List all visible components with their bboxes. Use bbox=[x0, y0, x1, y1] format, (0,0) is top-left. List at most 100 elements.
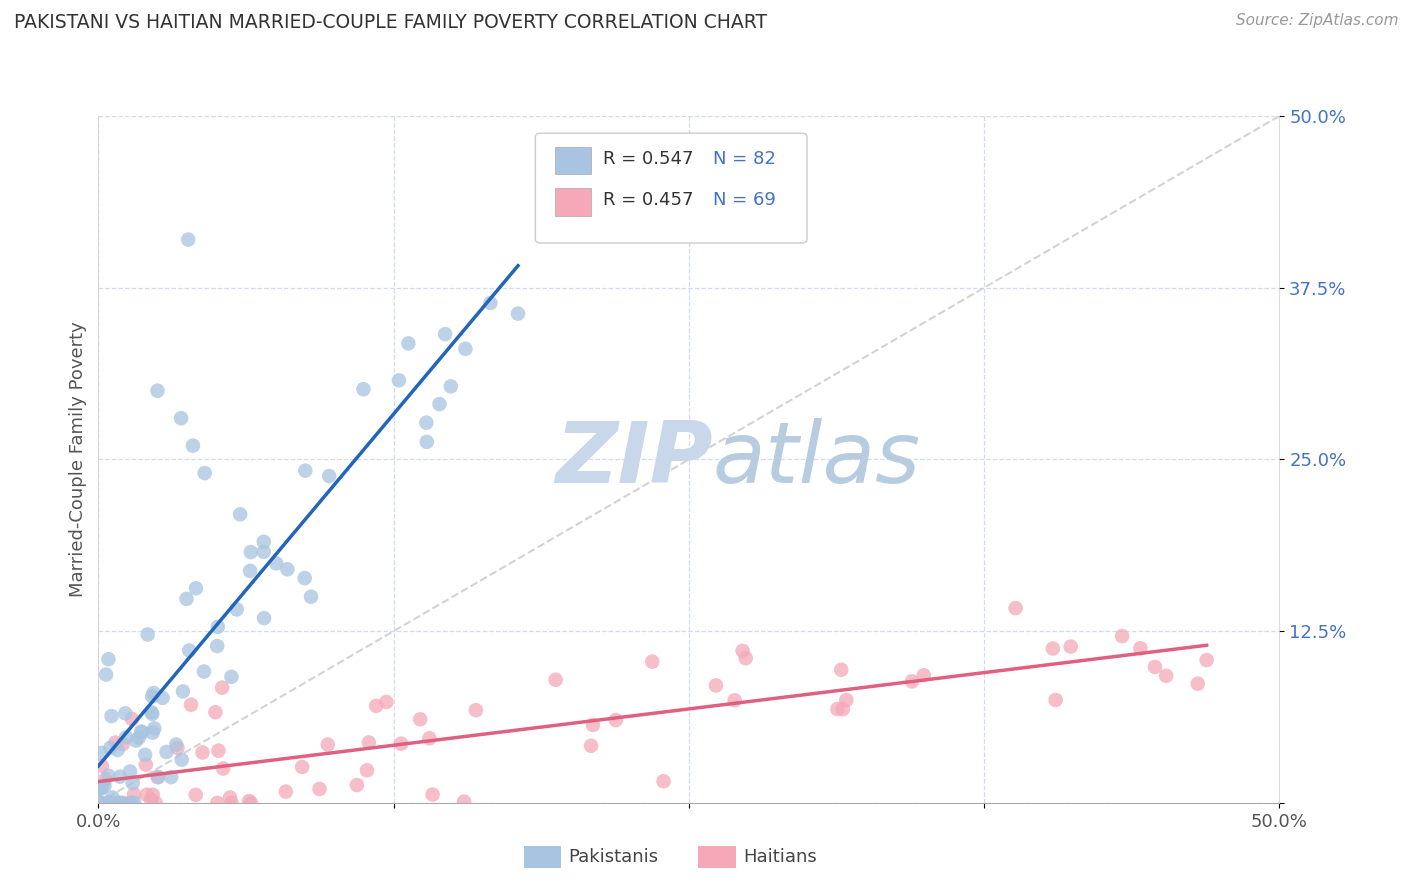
Point bbox=[239, 564, 262, 578]
Text: atlas: atlas bbox=[713, 417, 921, 501]
Point bbox=[453, 795, 475, 809]
FancyBboxPatch shape bbox=[536, 133, 807, 243]
Point bbox=[98, 796, 121, 810]
Point bbox=[111, 737, 134, 751]
Point bbox=[1060, 640, 1083, 654]
Point bbox=[177, 233, 200, 247]
Point bbox=[212, 762, 235, 776]
Point bbox=[146, 770, 169, 784]
Point bbox=[221, 670, 243, 684]
Point bbox=[181, 439, 204, 453]
Point bbox=[176, 591, 198, 606]
Point bbox=[356, 764, 378, 778]
Point bbox=[134, 747, 156, 762]
Point bbox=[148, 770, 170, 784]
Point bbox=[90, 759, 112, 773]
Point bbox=[179, 643, 201, 657]
Point bbox=[94, 667, 117, 681]
Point bbox=[90, 781, 112, 796]
Point bbox=[97, 769, 120, 783]
Point bbox=[87, 796, 110, 810]
Point bbox=[170, 411, 193, 425]
Point bbox=[388, 373, 411, 387]
Point bbox=[180, 698, 202, 712]
Point bbox=[165, 738, 187, 752]
Point bbox=[120, 764, 142, 779]
Text: Source: ZipAtlas.com: Source: ZipAtlas.com bbox=[1236, 13, 1399, 29]
Point bbox=[121, 796, 143, 810]
Point bbox=[1111, 629, 1133, 643]
Point bbox=[294, 571, 316, 585]
Point bbox=[184, 788, 207, 802]
Point bbox=[276, 562, 298, 576]
FancyBboxPatch shape bbox=[555, 188, 591, 216]
Y-axis label: Married-Couple Family Poverty: Married-Couple Family Poverty bbox=[69, 321, 87, 598]
Point bbox=[152, 690, 174, 705]
Point bbox=[211, 681, 233, 695]
Point bbox=[110, 796, 132, 810]
Point bbox=[135, 757, 157, 772]
Point bbox=[375, 695, 398, 709]
FancyBboxPatch shape bbox=[523, 847, 561, 868]
Point bbox=[146, 384, 169, 398]
Point bbox=[207, 744, 229, 758]
Point bbox=[94, 772, 117, 787]
Point bbox=[724, 693, 747, 707]
Point bbox=[422, 788, 444, 802]
Point bbox=[1154, 669, 1177, 683]
Point bbox=[129, 724, 152, 739]
Point bbox=[141, 705, 163, 719]
Point bbox=[264, 557, 287, 571]
Point bbox=[100, 796, 122, 810]
FancyBboxPatch shape bbox=[699, 847, 737, 868]
Point bbox=[389, 737, 412, 751]
Point bbox=[294, 464, 316, 478]
Point bbox=[416, 434, 439, 449]
Text: Pakistanis: Pakistanis bbox=[568, 848, 658, 866]
Point bbox=[308, 782, 330, 797]
Point bbox=[125, 733, 148, 747]
Point bbox=[108, 770, 131, 784]
Point bbox=[219, 790, 242, 805]
Text: ZIP: ZIP bbox=[555, 417, 713, 501]
Point bbox=[225, 602, 247, 616]
Point bbox=[1195, 653, 1218, 667]
Point bbox=[142, 686, 165, 700]
Point bbox=[434, 327, 457, 342]
Text: PAKISTANI VS HAITIAN MARRIED-COUPLE FAMILY POVERTY CORRELATION CHART: PAKISTANI VS HAITIAN MARRIED-COUPLE FAMI… bbox=[14, 13, 768, 32]
Point bbox=[239, 545, 262, 559]
Point bbox=[652, 774, 675, 789]
Point bbox=[827, 702, 849, 716]
Point bbox=[316, 738, 339, 752]
Point bbox=[89, 796, 111, 810]
Point bbox=[97, 652, 120, 666]
Point bbox=[139, 792, 162, 806]
Point bbox=[160, 770, 183, 784]
Point bbox=[114, 706, 136, 721]
Point bbox=[579, 739, 602, 753]
Point bbox=[253, 534, 276, 549]
Point bbox=[912, 668, 935, 682]
Point bbox=[352, 382, 374, 396]
Point bbox=[107, 796, 129, 810]
Point bbox=[1042, 641, 1064, 656]
Point bbox=[93, 779, 115, 793]
Point bbox=[704, 678, 727, 692]
Point bbox=[128, 731, 150, 745]
Point bbox=[91, 780, 114, 794]
Point bbox=[155, 745, 177, 759]
Point bbox=[194, 466, 217, 480]
Point bbox=[141, 690, 163, 704]
Point bbox=[409, 712, 432, 726]
Point bbox=[238, 794, 260, 808]
Point bbox=[101, 790, 124, 805]
Point bbox=[124, 796, 146, 810]
Point bbox=[1004, 601, 1026, 615]
Point bbox=[141, 706, 163, 721]
Point bbox=[135, 788, 157, 802]
Text: R = 0.457: R = 0.457 bbox=[603, 192, 693, 210]
Point bbox=[90, 746, 112, 760]
Point bbox=[193, 665, 215, 679]
Text: N = 69: N = 69 bbox=[713, 192, 776, 210]
Point bbox=[1045, 693, 1067, 707]
